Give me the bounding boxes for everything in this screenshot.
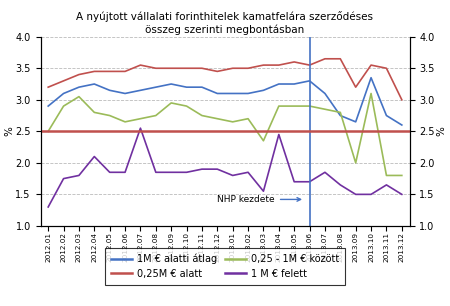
Y-axis label: %: % — [436, 126, 446, 136]
Title: A nyújtott vállalati forinthitelek kamatfelára szerződéses
összeg szerinti megbo: A nyújtott vállalati forinthitelek kamat… — [76, 11, 373, 35]
Legend: 1M € alatti átlag, 0,25M € alatt, 0,25 - 1M € között, 1 M € felett: 1M € alatti átlag, 0,25M € alatt, 0,25 -… — [105, 248, 345, 285]
Text: NHP kezdete: NHP kezdete — [217, 195, 301, 204]
Y-axis label: %: % — [4, 126, 14, 136]
